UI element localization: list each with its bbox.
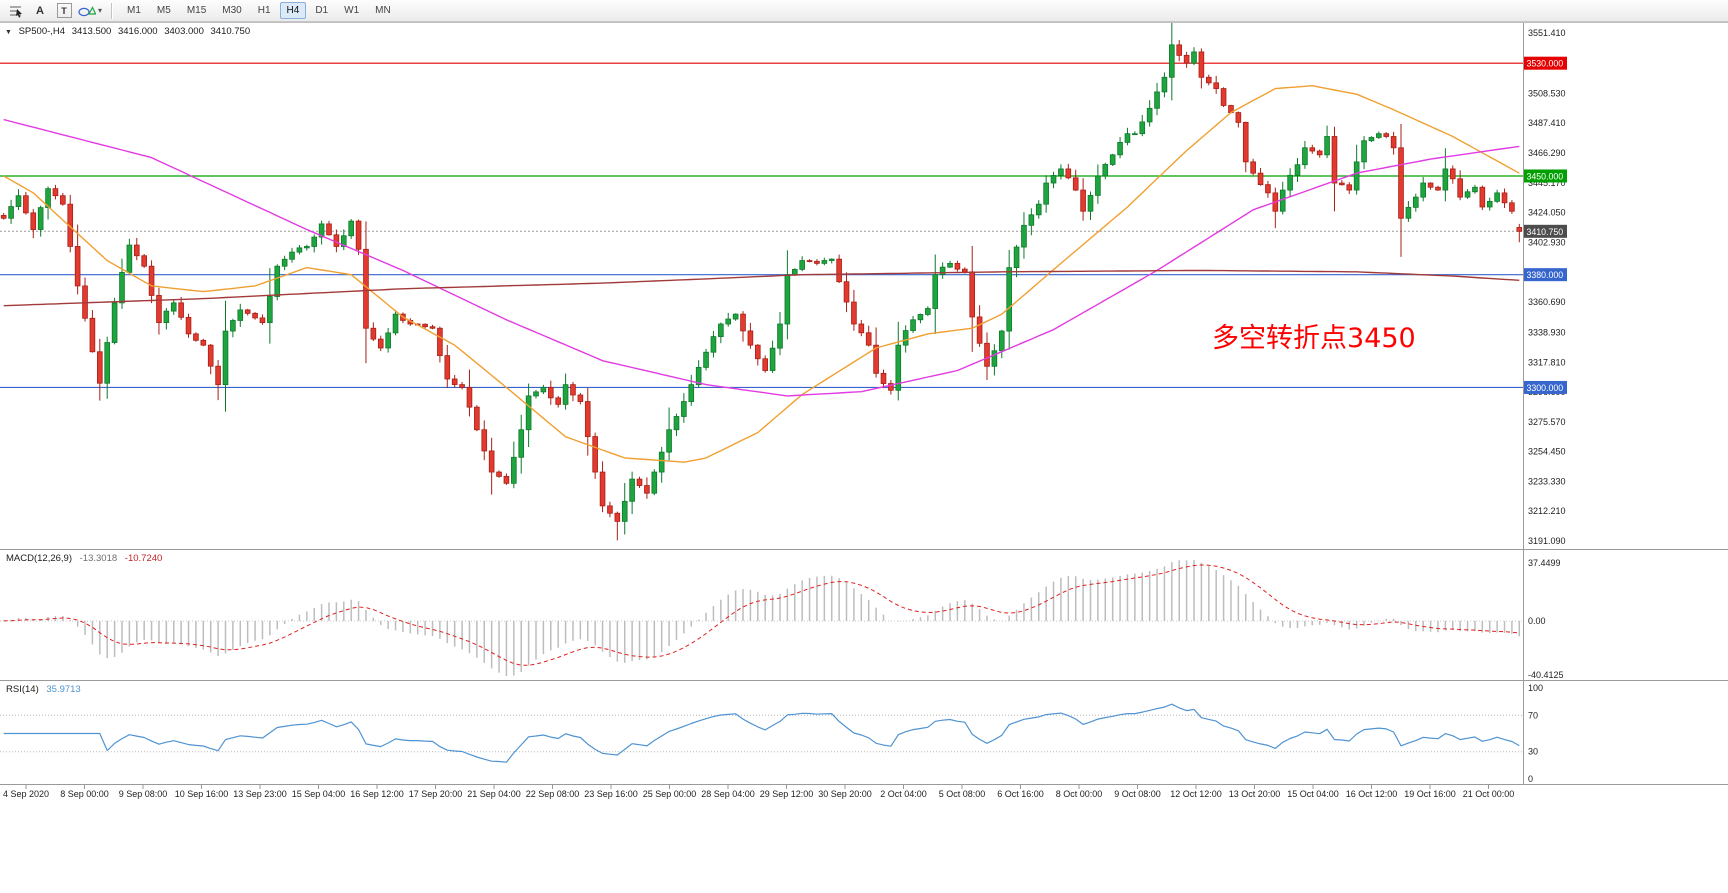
timeframe-button-m1[interactable]: M1 [127,5,141,16]
price-tick-label: 3212.210 [1528,506,1566,516]
ma-slow-magenta [3,118,1520,397]
time-label: 13 Oct 20:00 [1229,789,1281,799]
time-label: 15 Sep 04:00 [292,789,346,799]
price-tick-label: 3445.170 [1528,178,1566,188]
time-label: 13 Sep 23:00 [233,789,287,799]
price-tick-label: 3551.410 [1528,28,1566,38]
current-price-badge [1524,224,1567,238]
letter-t-icon: T [56,3,72,18]
timeframe-button-m5[interactable]: M5 [156,5,171,16]
time-label: 23 Sep 16:00 [584,789,638,799]
rsi-level-label: 0 [1528,774,1533,784]
svg-text:3410.750: 3410.750 [1527,227,1564,237]
price-tick-label: 3402.930 [1528,237,1566,247]
price-tick-label: 3233.330 [1528,476,1566,486]
rsi-line [3,703,1520,763]
text-label-tool-button[interactable]: T [53,1,75,21]
timeframe-group: M1 M5 M15 M30 H1 H4 D1 W1 MN [119,2,399,19]
time-label: 12 Oct 12:00 [1170,789,1222,799]
time-label: 5 Oct 08:00 [939,789,986,799]
price-tick-label: 3487.410 [1528,118,1566,128]
time-label: 25 Sep 00:00 [643,789,697,799]
ma-medium-orange [3,85,1520,463]
time-label: 16 Sep 12:00 [350,789,404,799]
timeframe-button-d1[interactable]: D1 [315,5,329,16]
rsi-level-label: 30 [1528,747,1538,757]
chevron-down-icon: ▾ [98,6,103,15]
time-label: 2 Oct 04:00 [880,789,927,799]
macd-axis-max: 37.4499 [1528,558,1561,568]
price-tick-label: 3338.930 [1528,328,1566,338]
macd-layer: 37.4499 0.00 -40.4125 [0,558,1564,680]
toolbar: A T ▾ M1 M5 M15 M30 H1 H4 D1 W1 MN [0,0,1728,22]
price-tick-label: 3254.450 [1528,447,1566,457]
time-label: 8 Oct 00:00 [1056,789,1103,799]
time-label: 6 Oct 16:00 [997,789,1044,799]
rsi-level-label: 70 [1528,710,1538,720]
letter-a-icon: A [36,4,44,17]
time-label: 8 Sep 00:00 [60,789,109,799]
hline-3450.000-badge [1524,169,1567,183]
moving-averages-layer [3,85,1520,463]
time-label: 9 Sep 08:00 [119,789,168,799]
timeframe-button-m15[interactable]: M15 [186,5,207,16]
macd-axis-min: -40.4125 [1528,670,1564,680]
svg-text:3300.000: 3300.000 [1527,383,1564,393]
time-label: 29 Sep 12:00 [760,789,814,799]
timeframe-button-mn[interactable]: MN [375,5,391,16]
pointer-tool-button[interactable] [5,1,27,21]
toolbar-separator [111,2,113,19]
time-label: 19 Oct 16:00 [1404,789,1456,799]
shapes-icon [78,5,96,16]
timeframe-button-m30[interactable]: M30 [222,5,242,16]
time-label: 15 Oct 04:00 [1287,789,1339,799]
price-tick-label: 3360.690 [1528,297,1566,307]
price-axis[interactable]: 3551.410 3508.530 3487.410 3466.290 3445.170… [1524,28,1567,546]
macd-axis-zero: 0.00 [1528,616,1546,626]
price-tick-label: 3508.530 [1528,88,1566,98]
svg-text:3380.000: 3380.000 [1527,270,1564,280]
timeframe-button-h1[interactable]: H1 [257,5,271,16]
hline-3380.000-badge [1524,268,1567,282]
price-tick-label: 3275.570 [1528,417,1566,427]
time-label: 28 Sep 04:00 [701,789,755,799]
pointer-lines-icon [10,5,22,18]
rsi-layer: 100 70 30 0 [0,683,1543,784]
timeframe-button-w1[interactable]: W1 [344,5,360,16]
time-label: 30 Sep 20:00 [818,789,872,799]
text-annotation-tool-button[interactable]: A [29,1,51,21]
time-label: 21 Sep 04:00 [467,789,521,799]
time-label: 9 Oct 08:00 [1114,789,1161,799]
price-tick-label: 3466.290 [1528,148,1566,158]
candles-layer [0,22,1523,541]
ma-long-darkred [3,269,1520,307]
shapes-tool-button[interactable]: ▾ [77,1,103,21]
time-label: 21 Oct 00:00 [1463,789,1515,799]
horizontal-lines-layer [0,62,1523,389]
macd-signal-line [3,564,1520,666]
svg-text:3530.000: 3530.000 [1527,59,1564,69]
time-label: 17 Sep 20:00 [409,789,463,799]
svg-text:3450.000: 3450.000 [1527,171,1564,181]
panel-borders [0,22,1728,785]
price-tick-label: 3424.050 [1528,208,1566,218]
price-tick-label: 3317.810 [1528,357,1566,367]
hline-3530.000-badge [1524,56,1567,70]
time-label: 10 Sep 16:00 [175,789,229,799]
timeframe-button-h4[interactable]: H4 [279,2,307,19]
hline-3300.000-badge [1524,380,1567,394]
time-axis[interactable]: 4 Sep 2020 8 Sep 00:00 9 Sep 08:00 10 Sep 1… [3,785,1514,799]
rsi-level-label: 100 [1528,683,1543,693]
price-tick-label: 3191.090 [1528,536,1566,546]
time-label: 16 Oct 12:00 [1346,789,1398,799]
time-label: 22 Sep 08:00 [526,789,580,799]
time-label: 4 Sep 2020 [3,789,49,799]
